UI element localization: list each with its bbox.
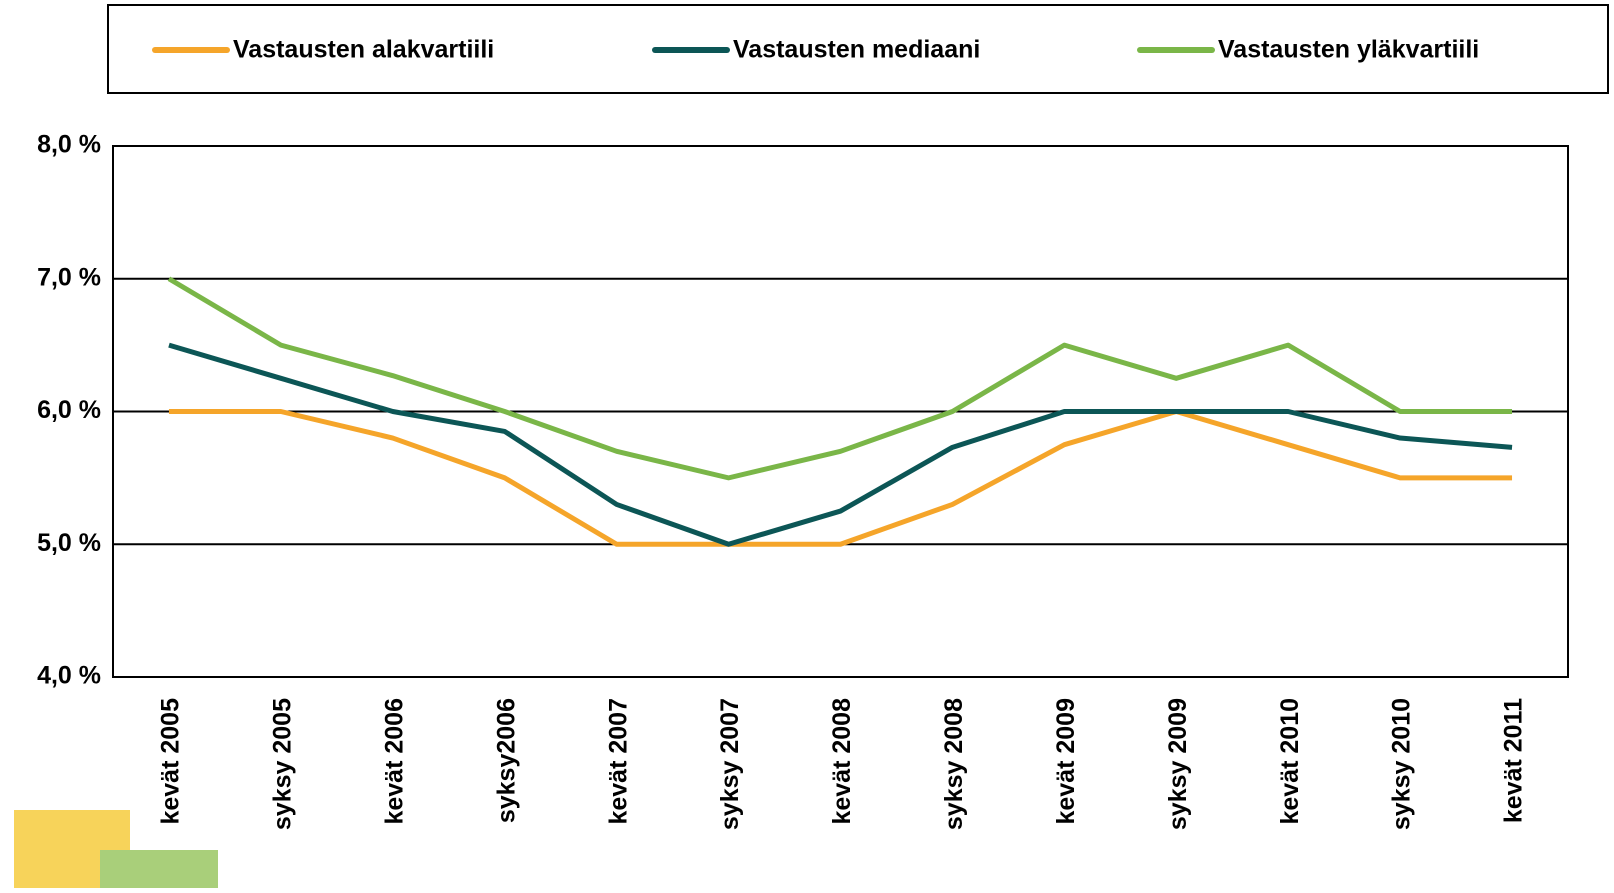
series-line xyxy=(168,342,1513,547)
x-tick-label: syksy 2008 xyxy=(940,698,968,830)
x-tick-label: syksy 2007 xyxy=(716,698,744,830)
x-tick-label: kevät 2009 xyxy=(1052,698,1080,825)
legend-box xyxy=(107,4,1609,94)
x-tick-label: syksy 2009 xyxy=(1164,698,1192,830)
x-tick-label: kevät 2010 xyxy=(1276,698,1304,825)
x-tick-label: kevät 2007 xyxy=(604,698,632,825)
x-tick-label: kevät 2006 xyxy=(380,698,408,825)
series-line xyxy=(168,409,1513,547)
logo-block xyxy=(100,850,218,888)
x-tick-label: kevät 2011 xyxy=(1500,698,1528,823)
x-tick-label: syksy2006 xyxy=(492,698,520,823)
y-tick-label: 4,0 % xyxy=(37,662,101,690)
x-tick-label: kevät 2008 xyxy=(828,698,856,825)
legend-label: Vastausten mediaani xyxy=(733,36,980,64)
y-tick-label: 8,0 % xyxy=(37,131,101,159)
legend-label: Vastausten yläkvartiili xyxy=(1218,36,1479,64)
y-tick-label: 7,0 % xyxy=(37,263,101,291)
y-tick-label: 6,0 % xyxy=(37,396,101,424)
x-tick-label: syksy 2010 xyxy=(1388,698,1416,830)
legend-label: Vastausten alakvartiili xyxy=(233,36,494,64)
x-tick-label: syksy 2005 xyxy=(268,698,296,830)
y-tick-label: 5,0 % xyxy=(37,529,101,557)
series-line xyxy=(167,276,1513,481)
x-tick-label: kevät 2005 xyxy=(157,698,185,825)
logo xyxy=(14,810,218,888)
